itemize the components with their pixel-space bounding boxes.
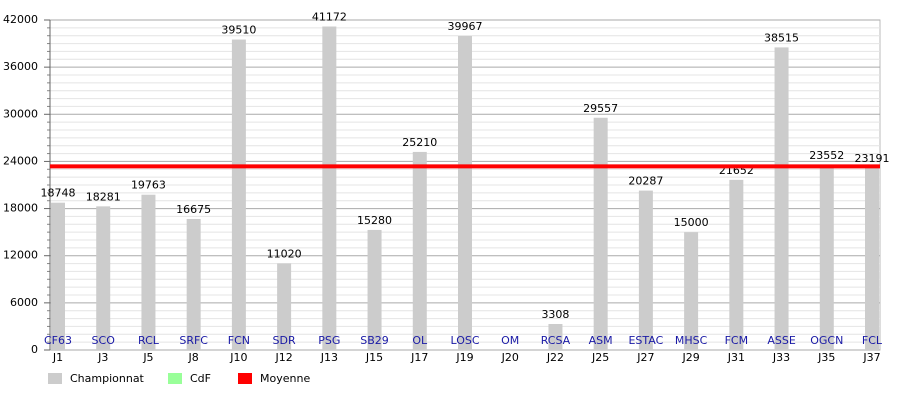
- bar: [412, 151, 427, 350]
- y-tick-label: 0: [31, 343, 38, 356]
- value-label: 39510: [221, 24, 256, 37]
- team-label: PSG: [318, 334, 340, 347]
- y-tick-label: 24000: [3, 154, 38, 167]
- legend-label: Moyenne: [260, 372, 310, 385]
- bar: [186, 218, 201, 350]
- x-tick-label: J37: [862, 351, 880, 364]
- y-tick-label: 42000: [3, 13, 38, 26]
- value-label: 11020: [267, 247, 302, 260]
- value-label: 15000: [674, 216, 709, 229]
- y-tick-label: 6000: [10, 296, 38, 309]
- team-label: OM: [501, 334, 519, 347]
- legend-swatch: [48, 373, 62, 384]
- team-label: SB29: [360, 334, 389, 347]
- x-tick-label: J1: [52, 351, 63, 364]
- team-label: ESTAC: [628, 334, 663, 347]
- team-label: ASSE: [767, 334, 795, 347]
- x-tick-label: J27: [636, 351, 654, 364]
- value-label: 3308: [541, 308, 569, 321]
- team-label: SRFC: [179, 334, 208, 347]
- bar: [458, 35, 472, 350]
- value-label: 18281: [86, 190, 121, 203]
- bar: [231, 39, 246, 351]
- team-label: MHSC: [675, 334, 708, 347]
- x-tick-label: J3: [97, 351, 108, 364]
- x-tick-label: J31: [727, 351, 745, 364]
- bar: [141, 194, 156, 350]
- y-tick-label: 30000: [3, 107, 38, 120]
- x-tick-label: J12: [274, 351, 292, 364]
- bar: [774, 47, 789, 350]
- bar: [684, 232, 699, 350]
- value-label: 18748: [41, 187, 76, 200]
- team-label: ASM: [589, 334, 613, 347]
- bar: [819, 164, 834, 350]
- team-label: OL: [412, 334, 428, 347]
- bar: [729, 179, 744, 350]
- value-label: 38515: [764, 31, 799, 44]
- team-label: OGCN: [810, 334, 843, 347]
- value-label: 25210: [402, 136, 437, 149]
- y-tick-label: 36000: [3, 60, 38, 73]
- x-tick-label: J17: [410, 351, 428, 364]
- value-label: 20287: [628, 175, 663, 188]
- value-label: 23191: [855, 152, 890, 165]
- x-tick-label: J19: [455, 351, 473, 364]
- bar: [367, 229, 382, 350]
- x-tick-label: J5: [142, 351, 153, 364]
- team-label: FCL: [862, 334, 883, 347]
- team-label: RCSA: [541, 334, 571, 347]
- x-tick-label: J29: [681, 351, 699, 364]
- value-label: 23552: [809, 149, 844, 162]
- value-label: 39967: [448, 20, 483, 33]
- x-tick-label: J8: [188, 351, 199, 364]
- value-label: 16675: [176, 203, 211, 216]
- x-tick-label: J35: [817, 351, 835, 364]
- x-tick-label: J13: [320, 351, 338, 364]
- team-label: FCN: [228, 334, 250, 347]
- team-label: FCM: [725, 334, 749, 347]
- team-label: CF63: [44, 334, 72, 347]
- x-tick-label: J10: [229, 351, 247, 364]
- bar: [96, 206, 111, 350]
- x-tick-label: J25: [591, 351, 609, 364]
- bar: [322, 26, 337, 351]
- value-label: 19763: [131, 179, 166, 192]
- bar: [51, 202, 65, 350]
- bar: [548, 324, 563, 350]
- x-tick-label: J20: [501, 351, 519, 364]
- team-label: LOSC: [450, 334, 479, 347]
- y-tick-label: 12000: [3, 249, 38, 262]
- bar: [638, 190, 653, 350]
- bar: [593, 117, 608, 351]
- value-label: 41172: [312, 11, 347, 24]
- x-tick-label: J22: [546, 351, 564, 364]
- x-tick-label: J33: [772, 351, 790, 364]
- bar: [865, 167, 879, 350]
- team-label: SCO: [92, 334, 116, 347]
- team-label: RCL: [138, 334, 160, 347]
- legend-label: Championnat: [70, 372, 145, 385]
- value-label: 29557: [583, 102, 618, 115]
- average-line: [50, 164, 880, 169]
- bar: [277, 263, 292, 350]
- value-label: 15280: [357, 214, 392, 227]
- legend-swatch: [238, 373, 252, 384]
- y-tick-label: 18000: [3, 202, 38, 215]
- legend-label: CdF: [190, 372, 211, 385]
- legend-swatch: [168, 373, 182, 384]
- x-tick-label: J15: [365, 351, 383, 364]
- team-label: SDR: [273, 334, 296, 347]
